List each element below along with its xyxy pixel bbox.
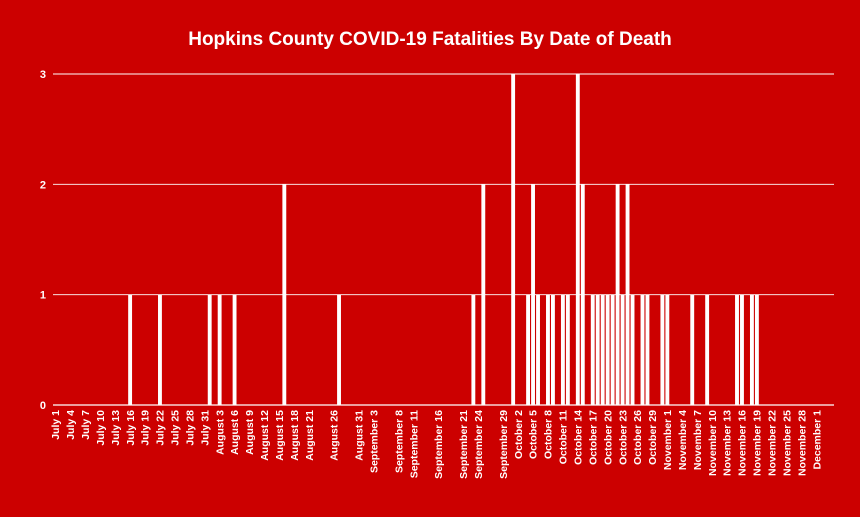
x-tick-label: July 16 xyxy=(125,410,137,446)
x-tick-label: November 25 xyxy=(781,410,793,476)
y-axis-ticks: 0 1 2 3 xyxy=(40,69,46,412)
x-tick-label: October 5 xyxy=(528,410,540,459)
y-tick-label: 2 xyxy=(40,179,46,191)
x-tick-label: November 16 xyxy=(737,410,749,476)
bar xyxy=(645,294,650,405)
x-tick-label: July 13 xyxy=(110,410,122,446)
bar xyxy=(620,294,625,405)
x-tick-label: October 17 xyxy=(587,410,599,465)
bar xyxy=(282,184,287,405)
bar xyxy=(600,294,605,405)
x-tick-label: November 4 xyxy=(677,410,689,470)
x-tick-label: August 9 xyxy=(244,410,256,455)
bar xyxy=(740,294,744,405)
x-tick-label: September 8 xyxy=(393,410,405,473)
bar xyxy=(526,294,531,405)
bar xyxy=(232,294,237,405)
x-tick-label: August 18 xyxy=(289,410,301,461)
bar xyxy=(590,294,595,405)
x-axis-ticks: July 1 July 4 July 7 July 10 July 13 July 16 J… xyxy=(50,410,823,479)
bar xyxy=(735,294,739,405)
bar xyxy=(471,294,476,405)
bar xyxy=(690,294,695,405)
x-tick-label: October 14 xyxy=(572,410,584,465)
x-tick-label: July 4 xyxy=(65,410,77,440)
x-tick-label: August 15 xyxy=(274,410,286,461)
chart-title: Hopkins County COVID-19 Fatalities By Da… xyxy=(188,29,672,50)
x-tick-label: October 2 xyxy=(513,410,525,459)
x-tick-label: October 26 xyxy=(632,410,644,465)
bar xyxy=(705,294,710,405)
x-tick-label: October 23 xyxy=(617,410,629,465)
bar xyxy=(665,294,670,405)
x-tick-label: August 21 xyxy=(304,410,316,461)
bar xyxy=(551,294,555,405)
bar xyxy=(511,74,516,405)
bar xyxy=(595,294,600,405)
x-tick-label: July 19 xyxy=(140,410,152,446)
bar xyxy=(217,294,222,405)
bar xyxy=(536,294,540,405)
bar xyxy=(560,294,565,405)
x-tick-label: November 28 xyxy=(796,410,808,476)
x-tick-label: October 11 xyxy=(558,410,570,464)
bar xyxy=(615,184,620,405)
x-tick-label: November 10 xyxy=(707,410,719,476)
bar xyxy=(565,294,570,405)
bar xyxy=(749,294,754,405)
x-tick-label: November 19 xyxy=(752,410,764,476)
y-tick-label: 3 xyxy=(40,69,46,81)
x-tick-label: November 22 xyxy=(766,410,778,476)
x-tick-label: September 11 xyxy=(408,410,420,478)
x-tick-label: August 6 xyxy=(229,410,241,455)
x-tick-label: August 3 xyxy=(214,410,226,455)
bar xyxy=(531,184,535,405)
x-tick-label: November 13 xyxy=(722,410,734,476)
x-tick-label: September 24 xyxy=(473,410,485,479)
bar xyxy=(481,184,486,405)
bar xyxy=(158,294,162,405)
bar xyxy=(630,294,635,405)
bar xyxy=(605,294,610,405)
x-tick-label: August 26 xyxy=(329,410,341,461)
x-tick-label: July 7 xyxy=(80,410,92,440)
x-tick-label: July 10 xyxy=(95,410,107,446)
bar xyxy=(640,294,645,405)
x-tick-label: September 3 xyxy=(369,410,381,473)
bars xyxy=(128,74,759,405)
bar xyxy=(580,184,585,405)
x-tick-label: October 29 xyxy=(647,410,659,465)
x-tick-label: August 12 xyxy=(259,410,271,461)
x-tick-label: July 1 xyxy=(50,410,62,440)
bar xyxy=(625,184,630,405)
bar xyxy=(337,294,341,405)
bar xyxy=(546,294,550,405)
x-tick-label: September 21 xyxy=(458,410,470,479)
y-tick-label: 1 xyxy=(40,290,46,302)
x-tick-label: December 1 xyxy=(811,410,823,470)
x-tick-label: September 16 xyxy=(433,410,445,479)
x-tick-label: October 20 xyxy=(602,410,614,465)
gridlines xyxy=(53,73,834,406)
bar xyxy=(610,294,615,405)
x-tick-label: July 25 xyxy=(170,410,182,446)
x-tick-label: November 1 xyxy=(662,410,674,470)
x-tick-label: July 31 xyxy=(199,410,211,446)
bar xyxy=(128,294,133,405)
bar xyxy=(660,294,665,405)
x-tick-label: November 7 xyxy=(692,410,704,470)
bar xyxy=(575,74,580,405)
x-tick-label: September 29 xyxy=(498,410,510,479)
x-tick-label: October 8 xyxy=(543,410,555,459)
x-tick-label: July 22 xyxy=(155,410,167,446)
bar xyxy=(754,294,759,405)
x-tick-label: August 31 xyxy=(354,410,366,461)
y-tick-label: 0 xyxy=(40,400,46,412)
bar xyxy=(207,294,212,405)
x-tick-label: July 28 xyxy=(184,410,196,446)
